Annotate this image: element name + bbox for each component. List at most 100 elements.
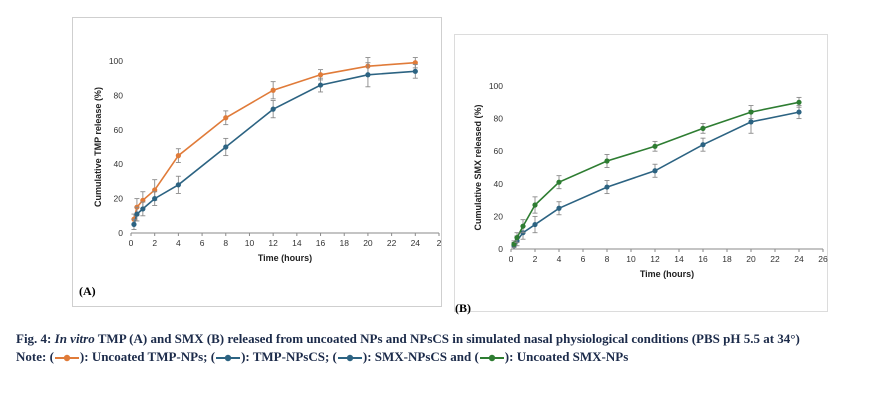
x-tick-label: 16 bbox=[698, 254, 708, 264]
y-tick-label: 100 bbox=[109, 56, 123, 66]
panel-label-a: (A) bbox=[79, 284, 96, 298]
note-prefix: Note: ( bbox=[16, 349, 54, 364]
x-tick-label: 14 bbox=[674, 254, 684, 264]
y-tick-label: 40 bbox=[114, 159, 124, 169]
y-tick-label: 80 bbox=[494, 114, 504, 124]
series-smx-npscs bbox=[511, 105, 802, 250]
caption-italic: In vitro bbox=[54, 331, 95, 346]
chart-panel-a: 0 2 4 6 8 10 12 14 16 18 20 22 24 2 0 20 40 60 80 100 Time (… bbox=[72, 17, 442, 307]
series-uncoated-smx-nps bbox=[511, 96, 802, 248]
x-tick-label: 20 bbox=[363, 238, 373, 248]
data-point bbox=[317, 72, 324, 78]
x-tick-label: 8 bbox=[223, 238, 228, 248]
data-point bbox=[556, 205, 562, 211]
x-tick-label: 2 bbox=[533, 254, 538, 264]
y-tick-label: 20 bbox=[114, 194, 124, 204]
y-tick-label: 60 bbox=[114, 125, 124, 135]
x-tick-label: 22 bbox=[387, 238, 397, 248]
x-tick-label: 6 bbox=[581, 254, 586, 264]
y-tick-label: 20 bbox=[494, 211, 504, 221]
x-tick-label: 4 bbox=[557, 254, 562, 264]
data-point bbox=[652, 143, 658, 149]
data-point bbox=[365, 72, 371, 78]
legend-key-marker bbox=[63, 354, 71, 362]
chart-panel-b: 0 2 4 6 8 10 12 14 16 18 20 22 24 26 0 20 40 60 80 100 Time … bbox=[454, 34, 828, 315]
x-tick-label: 18 bbox=[339, 238, 349, 248]
x-axis-label: Time (hours) bbox=[640, 269, 694, 279]
series-line bbox=[133, 61, 416, 220]
data-point bbox=[604, 158, 610, 164]
data-point bbox=[270, 87, 276, 93]
x-tick-label: 4 bbox=[176, 238, 181, 248]
x-axis-label: Time (hours) bbox=[258, 253, 312, 263]
x-tick-label: 10 bbox=[245, 238, 255, 248]
data-point bbox=[532, 202, 538, 208]
data-point bbox=[175, 153, 181, 159]
data-point bbox=[134, 211, 140, 217]
y-tick-label: 40 bbox=[494, 179, 504, 189]
data-point bbox=[652, 168, 658, 174]
caption-text: TMP (A) and SMX (B) released from uncoat… bbox=[97, 331, 800, 346]
legend-key-marker bbox=[488, 354, 495, 362]
y-tick-label: 100 bbox=[489, 81, 503, 91]
x-tick-label: 26 bbox=[818, 254, 828, 264]
data-point bbox=[270, 106, 276, 112]
data-point bbox=[520, 223, 526, 229]
legend-key-tmp-npscs bbox=[216, 354, 241, 362]
x-tick-label: 24 bbox=[794, 254, 804, 264]
data-point bbox=[700, 125, 706, 131]
caption-main: Fig. 4: In vitro TMP (A) and SMX (B) rel… bbox=[16, 330, 876, 348]
x-tick-label: 22 bbox=[770, 254, 780, 264]
x-tick-label: 2 bbox=[437, 238, 442, 248]
data-point bbox=[532, 221, 538, 228]
data-point bbox=[796, 99, 802, 105]
x-tick-label: 2 bbox=[152, 238, 157, 248]
y-tick-label: 80 bbox=[114, 90, 124, 100]
x-tick-label: 14 bbox=[292, 238, 302, 248]
x-tick-label: 18 bbox=[722, 254, 732, 264]
x-tick-label: 6 bbox=[200, 238, 205, 248]
chart-b-svg: 0 2 4 6 8 10 12 14 16 18 20 22 24 26020406080100Time … bbox=[473, 81, 828, 279]
series-line bbox=[133, 70, 416, 225]
figure-caption: Fig. 4: In vitro TMP (A) and SMX (B) rel… bbox=[16, 330, 876, 366]
series-uncoated-tmp-nps bbox=[131, 57, 418, 225]
y-tick-label: 60 bbox=[494, 146, 504, 156]
data-point bbox=[748, 119, 754, 125]
legend-key-smx-npscs bbox=[337, 354, 362, 362]
series-line bbox=[513, 101, 800, 245]
x-tick-label: 0 bbox=[509, 254, 514, 264]
data-point bbox=[604, 184, 610, 190]
x-tick-label: 12 bbox=[650, 254, 660, 264]
data-point bbox=[748, 109, 754, 115]
legend-key-uncoated-smx bbox=[479, 354, 504, 362]
x-tick-label: 0 bbox=[129, 238, 134, 248]
data-point bbox=[152, 196, 158, 202]
y-axis-label: Cumulative TMP release (%) bbox=[93, 87, 103, 207]
y-tick-label: 0 bbox=[498, 244, 503, 254]
note-4: ): Uncoated SMX-NPs bbox=[504, 349, 629, 364]
y-tick-label: 0 bbox=[118, 228, 123, 238]
x-tick-label: 12 bbox=[268, 238, 278, 248]
legend-key-marker bbox=[346, 354, 354, 362]
legend-key-marker bbox=[224, 354, 232, 362]
series-tmp-npscs bbox=[131, 62, 418, 231]
data-point bbox=[412, 68, 418, 74]
note-2: ): TMP-NPsCS; ( bbox=[241, 349, 337, 364]
data-point bbox=[796, 109, 802, 115]
data-point bbox=[223, 144, 229, 150]
x-tick-label: 16 bbox=[316, 238, 326, 248]
series-line bbox=[513, 111, 800, 247]
data-point bbox=[140, 206, 146, 212]
caption-fig-label: Fig. 4: bbox=[16, 331, 52, 346]
note-3: ): SMX-NPsCS and ( bbox=[362, 349, 479, 364]
panel-label-b: (B) bbox=[455, 301, 471, 315]
data-point bbox=[175, 182, 181, 188]
y-axis-label: Cumulative SMX released (%) bbox=[473, 104, 483, 230]
data-point bbox=[700, 142, 706, 148]
legend-key-uncoated-tmp bbox=[54, 354, 79, 362]
data-point bbox=[223, 115, 229, 121]
data-point bbox=[514, 234, 520, 241]
x-tick-label: 10 bbox=[626, 254, 636, 264]
caption-note: Note: (): Uncoated TMP-NPs; (): TMP-NPsC… bbox=[16, 348, 876, 366]
